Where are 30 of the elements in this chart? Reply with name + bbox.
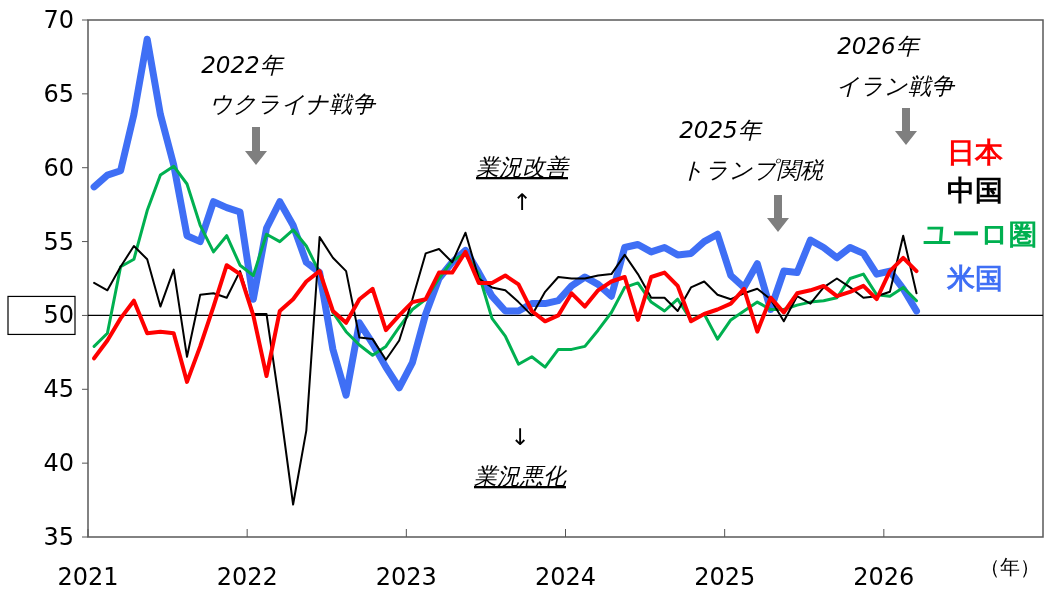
y-tick-label: 55 xyxy=(43,227,74,256)
annotation: ↑ xyxy=(512,189,532,215)
annotation: 業況悪化 xyxy=(474,463,568,489)
annotation: イラン戦争 xyxy=(836,73,956,99)
y-tick-label: 65 xyxy=(43,79,74,108)
annotation: 業況改善 xyxy=(476,154,570,180)
text: 日本 xyxy=(947,136,1004,169)
x-axis-title: （年） xyxy=(980,555,1040,579)
annotation: ウクライナ戦争 xyxy=(209,91,377,117)
y-tick-label: 45 xyxy=(43,375,74,404)
annotation: 2022年 xyxy=(201,52,285,78)
x-tick-label: 2026 xyxy=(853,563,915,591)
y-tick-label: 70 xyxy=(43,6,74,34)
x-tick-label: 2023 xyxy=(375,563,437,591)
series-label: 米国 xyxy=(946,262,1003,295)
series-label: 中国 xyxy=(947,174,1003,207)
annotation: ↓ xyxy=(510,424,530,450)
y-tick-label: 35 xyxy=(43,523,74,551)
x-tick-label: 2022 xyxy=(216,563,278,591)
series-label: ユーロ圏 xyxy=(923,218,1037,251)
y-tick-label: 50 xyxy=(43,301,74,330)
y-tick-label: 40 xyxy=(43,449,74,478)
annotation: 2026年 xyxy=(837,33,921,59)
annotation: トランプ関税 xyxy=(681,157,825,183)
x-tick-label: 2025 xyxy=(694,563,756,591)
line-series xyxy=(92,249,919,384)
x-tick-label: 2024 xyxy=(534,563,597,591)
y-tick-label: 60 xyxy=(43,153,74,182)
x-tick-label: 2021 xyxy=(57,563,119,591)
annotation: 2025年 xyxy=(679,117,763,143)
